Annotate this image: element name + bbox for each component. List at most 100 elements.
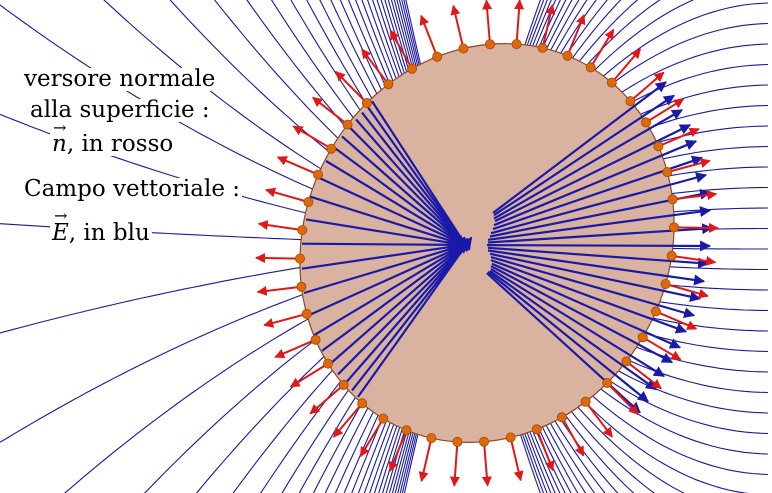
normal-vector-arrow <box>672 190 718 201</box>
surface-point <box>641 117 652 128</box>
field-vector-arrow <box>490 268 665 378</box>
field-vector-arrow <box>489 270 657 391</box>
normal-vector-arrow <box>359 418 385 458</box>
field-vector-arrow <box>494 124 691 223</box>
surface-point <box>407 63 418 74</box>
surface-point <box>666 250 677 261</box>
surface-point <box>660 278 671 289</box>
field-vector-text: , in blu <box>68 220 150 246</box>
normal-vector-arrow <box>629 71 665 102</box>
field-vector-arrow <box>487 249 706 286</box>
legend-normal-vector: → n , in rosso <box>50 120 176 156</box>
normal-vector-arrow <box>584 401 613 438</box>
field-vector-arrow <box>486 240 712 252</box>
field-vectors <box>301 81 714 414</box>
field-vector-arrow <box>301 239 459 251</box>
surface-point <box>296 281 307 292</box>
normal-vector-arrow <box>673 222 719 233</box>
surface-point <box>511 39 522 50</box>
normal-vector-arrow <box>535 428 555 472</box>
normal-vector-arrow <box>265 187 309 203</box>
surface-point <box>326 143 337 154</box>
field-vector-arrow <box>490 265 673 364</box>
normal-vector-arrow <box>389 29 413 70</box>
legend-line-1: versore normale <box>22 66 218 92</box>
field-vector-arrow <box>487 206 712 241</box>
normal-vector-arrow <box>481 441 492 487</box>
normal-vector-arrow <box>257 220 303 232</box>
surface-point <box>531 424 542 435</box>
field-vector-arrow <box>355 118 471 250</box>
surface-point <box>383 79 394 90</box>
field-vector-arrow <box>487 270 649 403</box>
field-vector-arrow <box>301 241 460 270</box>
legend-line-4: Campo vettoriale : <box>22 176 243 202</box>
normal-vector-arrow <box>419 14 439 58</box>
field-vector-arrow <box>307 245 462 317</box>
normal-vector-arrow <box>255 253 301 264</box>
surface-point <box>432 51 443 62</box>
field-vector-arrow <box>490 259 688 334</box>
surface-point <box>310 334 321 345</box>
surface-point <box>478 436 489 447</box>
surface-point <box>669 222 680 233</box>
field-vector-arrow <box>305 218 460 249</box>
vector-arrow-icon: → <box>53 118 67 137</box>
legend-line-2: alla superficie : <box>28 97 212 123</box>
surface-point <box>580 396 591 407</box>
field-vector-arrow <box>337 240 471 376</box>
surface-point <box>322 358 333 369</box>
surface-point <box>484 39 495 50</box>
field-vector-arrow <box>371 100 470 251</box>
surface-point <box>585 62 596 73</box>
surface-point <box>505 432 516 443</box>
normal-vector-arrow <box>514 0 525 45</box>
field-vector-arrow <box>325 160 466 246</box>
normal-vector-arrow <box>263 312 307 328</box>
normal-vector-arrow <box>292 125 332 150</box>
field-vector-arrow <box>493 94 675 217</box>
field-vector-arrow <box>321 243 467 352</box>
normal-vector-arrow <box>332 402 363 438</box>
field-vector-arrow <box>493 139 698 227</box>
field-vector-arrow <box>317 176 464 245</box>
normal-vector-arrow <box>645 98 685 124</box>
field-vector-symbol: → E <box>52 206 69 246</box>
normal-vector-arrow <box>566 14 586 57</box>
surface-points <box>294 39 680 447</box>
field-vector-arrow <box>490 256 696 319</box>
field-vector-arrow <box>489 252 702 303</box>
field-vector-arrow <box>343 239 471 386</box>
surface-point <box>301 308 312 319</box>
surface-point <box>401 425 412 436</box>
legend-field-vector: → E , in blu <box>50 206 152 246</box>
field-vector-arrow <box>490 172 708 235</box>
normal-vector-arrow <box>289 362 329 388</box>
vector-arrow-icon: → <box>54 206 68 225</box>
surface-point <box>562 50 573 61</box>
normal-vector-arrow <box>611 48 642 84</box>
surface-point <box>361 98 372 109</box>
field-vector-arrow <box>309 195 461 246</box>
surface-point <box>606 77 617 88</box>
surface-point <box>637 332 648 343</box>
surface-point <box>537 42 548 53</box>
normal-vector-arrow <box>655 310 698 330</box>
surface-point <box>662 167 673 178</box>
surface-point <box>342 119 353 130</box>
surface-point <box>625 96 636 107</box>
normal-vector-arrow <box>665 283 709 299</box>
surface-point <box>338 379 349 390</box>
surface-point <box>297 225 308 236</box>
surface-point <box>556 412 567 423</box>
